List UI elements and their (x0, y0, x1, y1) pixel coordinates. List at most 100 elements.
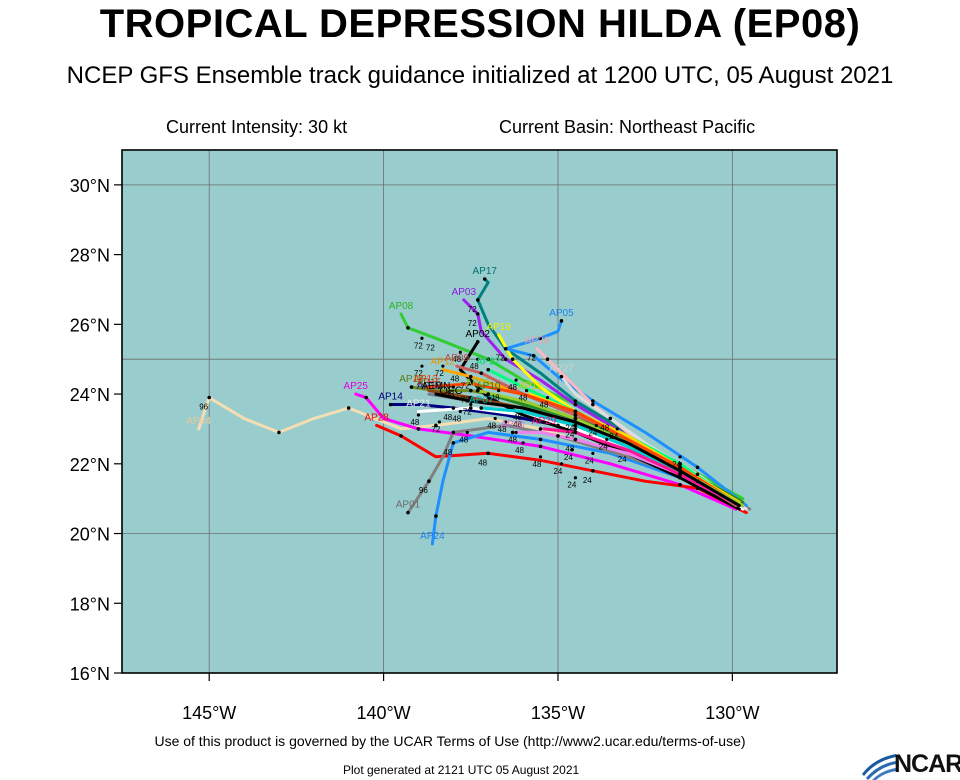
track-hour-label: 48 (513, 420, 522, 429)
track-hour-label: 48 (443, 413, 452, 422)
lon-tick-label: 130°W (705, 703, 759, 723)
track-point (510, 357, 515, 362)
track-point (364, 395, 368, 400)
track-point (475, 339, 480, 344)
track-point (678, 455, 682, 459)
track-hour-label: 96 (419, 486, 428, 495)
track-label-ap21: AP21 (406, 399, 431, 410)
track-hour-label: 48 (487, 421, 496, 430)
track-label-ap14: AP14 (378, 392, 403, 403)
track-hour-label: 72 (468, 319, 477, 328)
track-point (468, 381, 473, 386)
track-hour-label: 24 (618, 455, 627, 464)
track-point (695, 472, 700, 477)
track-point (573, 420, 578, 424)
current-intensity: Current Intensity: 30 kt (166, 117, 348, 137)
track-label-ap02: AP02 (466, 329, 491, 340)
track-point (504, 420, 508, 424)
track-hour-label: 48 (452, 415, 461, 424)
track-point (678, 475, 682, 480)
track-point (559, 374, 564, 379)
track-hour-label: 24 (583, 476, 592, 485)
track-hour-label: 72 (527, 354, 536, 363)
track-point (469, 402, 473, 407)
track-point (416, 413, 421, 417)
track-point (486, 367, 491, 372)
track-point (388, 402, 393, 407)
track-point (559, 319, 564, 323)
track-point (538, 444, 543, 449)
track-point (514, 430, 518, 435)
track-ap25 (354, 392, 738, 511)
track-point (406, 510, 410, 515)
track-label-ap01: AP01 (396, 500, 421, 511)
track-hour-label: 72 (414, 341, 423, 350)
track-point (570, 448, 574, 452)
track-point (486, 357, 491, 362)
track-label-ap20: AP20 (500, 419, 525, 430)
track-label-ap24: AP24 (420, 531, 445, 542)
track-point (573, 476, 578, 480)
track-hour-label: 48 (533, 460, 542, 469)
track-point (479, 406, 484, 410)
track-label-ap08: AP08 (389, 301, 414, 312)
track-hour-label: 48 (491, 394, 500, 403)
plot-generated: Plot generated at 2121 UTC 05 August 202… (343, 763, 580, 777)
track-hour-label: 24 (564, 453, 573, 462)
track-point (475, 312, 480, 316)
track-label-ap27: AP27 (549, 364, 574, 375)
track-label-ap04: AP04 (186, 416, 211, 427)
track-hour-label: 48 (450, 375, 459, 384)
track-point (434, 423, 438, 428)
track-label-ap16: AP16 (417, 381, 442, 392)
track-hour-label: 48 (513, 413, 522, 422)
track-label-ap26: AP26 (525, 336, 550, 347)
track-hour-label: 72 (461, 382, 470, 391)
track-hour-label: 72 (431, 425, 440, 434)
track-point (479, 371, 484, 375)
track-point (545, 357, 550, 362)
track-point (475, 388, 480, 393)
track-point (573, 427, 578, 431)
track-point (573, 409, 578, 414)
track-point (514, 378, 518, 382)
terms-of-use: Use of this product is governed by the U… (0, 733, 960, 749)
track-point (420, 364, 424, 368)
track-point (591, 399, 595, 403)
track-point (615, 427, 619, 431)
track-hour-label: 24 (599, 442, 608, 451)
track-point (538, 336, 543, 341)
track-point (538, 455, 543, 459)
track-label-ap19: AP19 (486, 322, 511, 333)
track-label-ap05: AP05 (549, 308, 574, 319)
track-label-ap28: AP28 (364, 412, 389, 423)
track-hour-label: 48 (515, 446, 524, 455)
track-point (427, 479, 431, 484)
lon-tick-label: 135°W (531, 703, 585, 723)
track-point (451, 385, 455, 389)
lat-tick-label: 18°N (70, 594, 110, 614)
track-hour-label: 24 (567, 481, 576, 490)
track-point (437, 420, 441, 424)
track-point (468, 388, 473, 393)
track-point (573, 430, 578, 435)
track-point (434, 514, 438, 518)
track-point (605, 437, 609, 441)
track-point (695, 479, 700, 484)
track-point (486, 395, 491, 400)
track-point (503, 346, 508, 351)
track-point (573, 399, 578, 403)
track-point (475, 298, 480, 302)
track-hour-label: 48 (452, 355, 461, 364)
track-label-aemn: AEMN (421, 381, 450, 392)
track-point (678, 482, 682, 487)
track-point (207, 395, 211, 400)
track-point (399, 434, 403, 438)
track-point (695, 486, 700, 491)
track-label-ap18: AP18 (399, 374, 424, 385)
track-point (695, 465, 700, 470)
track-point (451, 430, 456, 435)
current-basin: Current Basin: Northeast Pacific (499, 117, 756, 137)
track-label-ap06: AP06 (466, 378, 491, 389)
map-axis-ticks: 16°N 18°N 20°N 22°N 24°N 26°N 28°N 30°N 145°W 140… (70, 176, 760, 723)
